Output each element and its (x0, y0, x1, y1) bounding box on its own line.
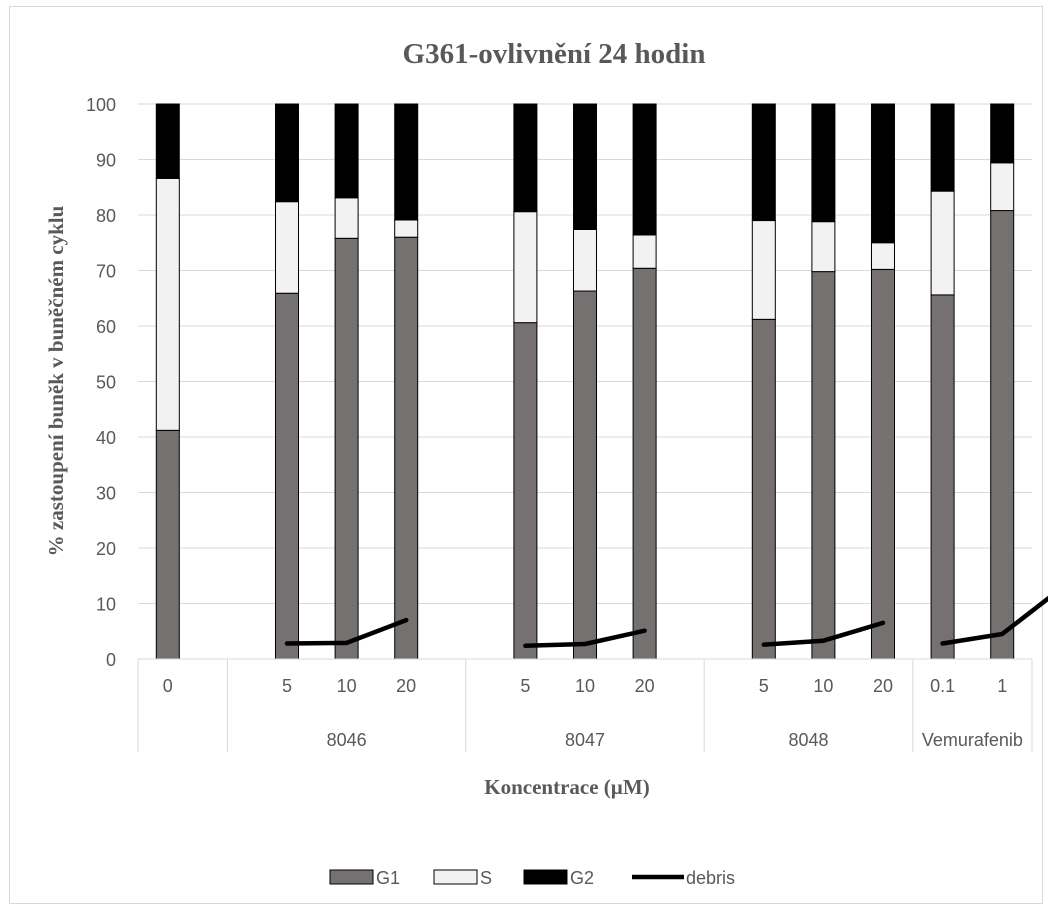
legend-label: G1 (376, 868, 400, 888)
debris-line-segment (761, 620, 886, 647)
bar-g2-segment (573, 103, 597, 230)
x-group-label: 8047 (565, 730, 605, 750)
debris-line-segment (940, 595, 1048, 646)
legend-item-s: S (433, 868, 492, 888)
bar-s-segment (513, 211, 538, 324)
bar-s-segment (871, 242, 895, 270)
bar-g1-segment (513, 322, 538, 660)
y-tick-label: 30 (96, 484, 116, 504)
legend-swatch (523, 869, 568, 885)
y-tick-label: 70 (96, 262, 116, 282)
bar-g2-segment (275, 103, 299, 203)
x-tick-label: 10 (575, 676, 595, 696)
x-tick-label: 5 (520, 676, 530, 696)
y-tick-label: 40 (96, 428, 116, 448)
bar-s-segment (632, 234, 657, 269)
legend-item-debris: debris (632, 868, 735, 888)
debris-line-segment (284, 617, 409, 646)
bar-g1-segment (155, 429, 180, 660)
bar-g2-segment (990, 103, 1015, 164)
bar-g1-segment (871, 268, 895, 660)
y-tick-label: 0 (106, 650, 116, 670)
bar-g1-segment (930, 294, 955, 660)
bar-g2-segment (930, 103, 955, 192)
y-axis-label: % zastoupení buněk v buněčném cyklu (44, 205, 68, 556)
bar-s-segment (811, 221, 836, 273)
x-tick-label: 20 (396, 676, 416, 696)
y-tick-label: 90 (96, 151, 116, 171)
legend-swatch (433, 869, 478, 885)
x-tick-label: 0.1 (930, 676, 955, 696)
bar-g2-segment (394, 103, 419, 221)
x-tick-label: 1 (997, 676, 1007, 696)
bar-g2-segment (632, 103, 657, 236)
x-tick-label: 5 (759, 676, 769, 696)
bar-g2-segment (513, 103, 538, 213)
x-tick-label: 10 (813, 676, 833, 696)
debris-line-segment (523, 628, 647, 648)
legend-swatch (329, 869, 374, 885)
x-tick-label: 0 (163, 676, 173, 696)
y-tick-labels: 0 10 20 30 40 50 60 70 80 90 100 (86, 95, 116, 670)
bar-g1-segment (573, 290, 597, 660)
x-group-label: 8046 (327, 730, 367, 750)
x-tick-label: 20 (635, 676, 655, 696)
bar-g2-segment (751, 103, 776, 222)
bar-g2-segment (811, 103, 836, 223)
y-tick-label: 60 (96, 317, 116, 337)
bar-g2-segment (334, 103, 359, 199)
bar-g1-segment (394, 236, 419, 660)
bar-g1-segment (811, 271, 836, 660)
legend-item-g1: G1 (329, 868, 400, 888)
bar-g1-segment (275, 292, 299, 660)
bar-g1-segment (990, 210, 1015, 660)
legend-label: S (480, 868, 492, 888)
bar-s-segment (990, 162, 1015, 212)
bar-s-segment (573, 228, 597, 292)
x-group-label: Vemurafenib (922, 730, 1023, 750)
y-tick-label: 100 (86, 95, 116, 115)
y-tick-label: 10 (96, 595, 116, 615)
x-axis: 05102051020510200.1110804680478048Vemura… (137, 658, 1033, 752)
bar-g2-segment (155, 103, 180, 179)
debris-line (284, 595, 1048, 648)
legend-label: G2 (570, 868, 594, 888)
y-tick-label: 80 (96, 206, 116, 226)
bar-g1-segment (751, 318, 776, 660)
bar-s-segment (930, 190, 955, 296)
bar-s-segment (394, 219, 419, 238)
x-tick-label: 20 (873, 676, 893, 696)
x-tick-label: 5 (282, 676, 292, 696)
bar-s-segment (155, 177, 180, 431)
legend-label: debris (686, 868, 735, 888)
bars (155, 103, 1015, 660)
bar-s-segment (275, 201, 299, 294)
chart-title: G361-ovlivnění 24 hodin (403, 38, 706, 70)
x-axis-label: Koncentrace (µM) (484, 775, 649, 799)
y-tick-label: 50 (96, 373, 116, 393)
x-tick-label: 10 (337, 676, 357, 696)
legend-item-g2: G2 (523, 868, 594, 888)
bar-s-segment (751, 220, 776, 320)
y-tick-label: 20 (96, 539, 116, 559)
x-group-label: 8048 (788, 730, 828, 750)
bar-g1-segment (632, 267, 657, 660)
bar-g1-segment (334, 237, 359, 660)
legend: G1 S G2 debris (329, 868, 735, 888)
bar-s-segment (334, 197, 359, 239)
bar-g2-segment (871, 103, 895, 244)
chart-frame (9, 6, 1043, 904)
